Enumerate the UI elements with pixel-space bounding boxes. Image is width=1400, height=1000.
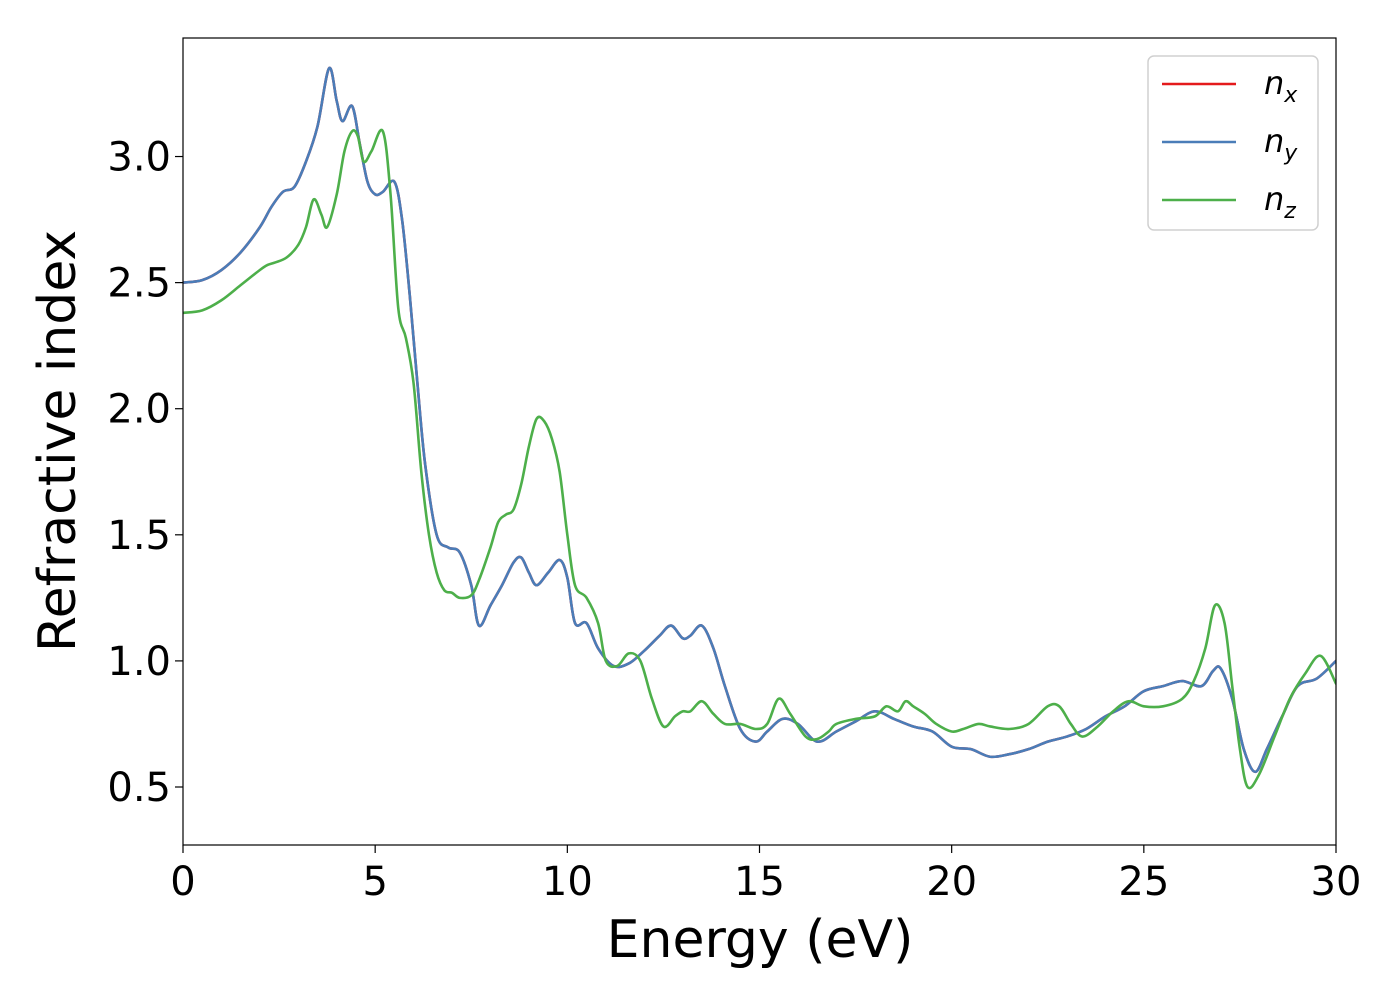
x-axis-title: Energy (eV) (607, 910, 914, 970)
x-tick-label: 0 (170, 859, 195, 905)
y-tick-label: 1.0 (107, 639, 171, 685)
y-axis: 0.5 1.0 1.5 2.0 2.5 3.0 (107, 135, 183, 811)
y-tick-label: 2.0 (107, 387, 171, 433)
x-tick-label: 20 (926, 859, 977, 905)
y-tick-label: 0.5 (107, 765, 171, 811)
x-tick-label: 25 (1118, 859, 1169, 905)
x-tick-label: 15 (734, 859, 785, 905)
y-tick-label: 2.5 (107, 261, 171, 307)
x-tick-label: 10 (542, 859, 593, 905)
series-layer (183, 66, 1336, 790)
y-tick-label: 3.0 (107, 135, 171, 181)
x-axis: 0 5 10 15 20 25 30 (170, 845, 1361, 905)
x-tick-label: 5 (362, 859, 387, 905)
x-tick-label: 30 (1311, 859, 1362, 905)
y-axis-title: Refractive index (28, 230, 88, 652)
series-line-nz (183, 128, 1336, 790)
y-tick-label: 1.5 (107, 513, 171, 559)
